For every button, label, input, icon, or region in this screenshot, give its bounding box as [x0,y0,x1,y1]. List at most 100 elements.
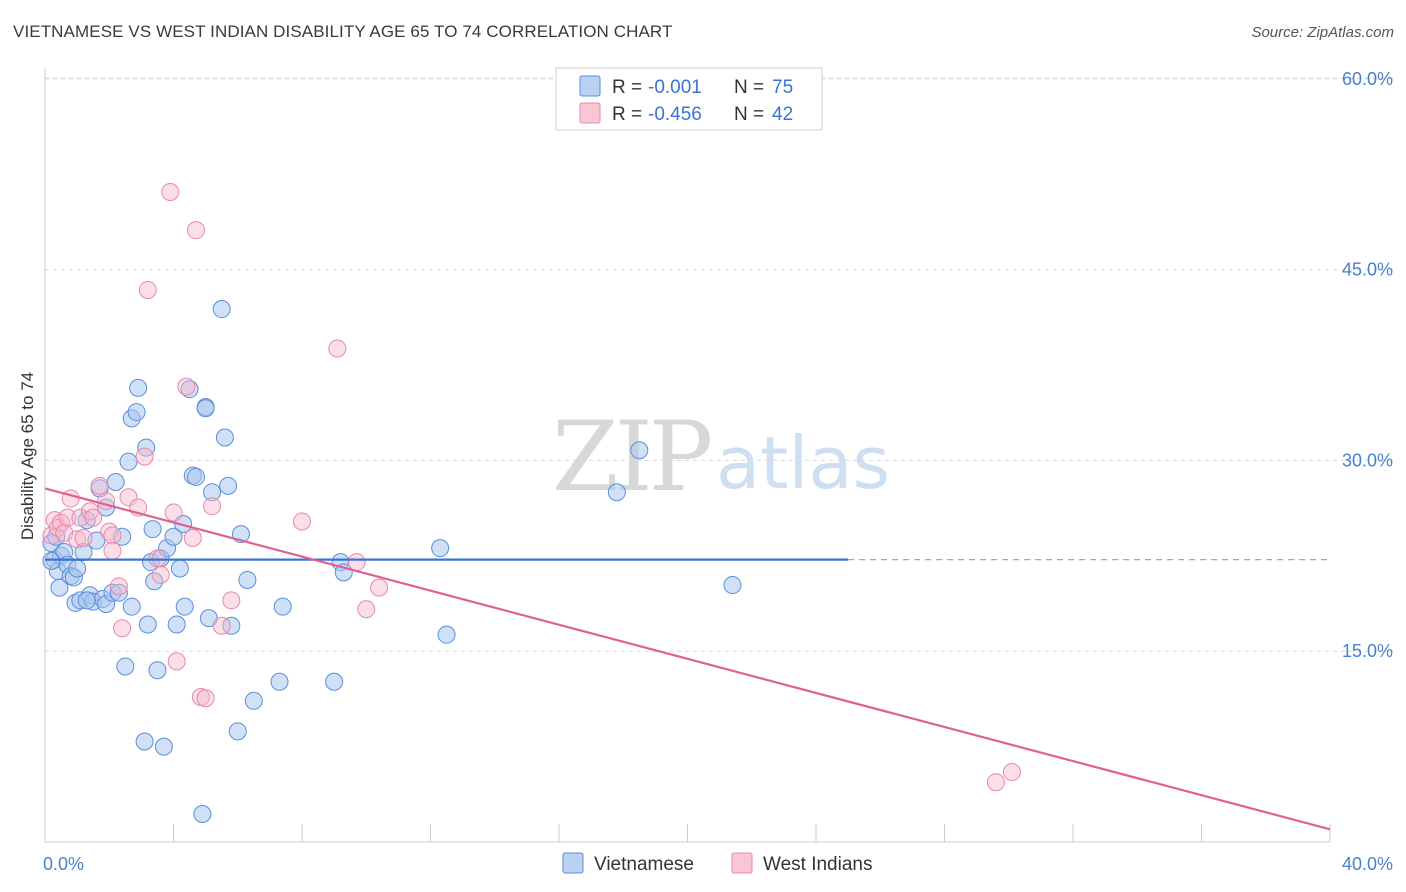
correlation-legend: R = -0.001 N = 75 R = -0.456 N = 42 [555,67,823,131]
legend-n-value-west-indians: 42 [772,104,793,125]
vietnamese-point [135,732,154,751]
axes [44,68,1331,843]
legend-swatch-vietnamese [579,75,601,97]
y-tick-label-30: 30.0% [1342,450,1393,470]
vietnamese-point [193,805,212,824]
vietnamese-point [148,661,167,680]
vietnamese-point [203,483,222,502]
west-indian-point [135,447,154,466]
west-indian-point [177,377,196,396]
bottom-legend-swatch-vietnamese [562,852,584,874]
west-indian-point [347,553,366,572]
west-indian-point [109,577,128,596]
bottom-legend-west-indians: West Indians [763,854,872,875]
west-indian-point [186,221,205,240]
vietnamese-point [175,597,194,616]
source-label: Source: ZipAtlas.com [1251,24,1394,41]
vietnamese-point [50,578,69,597]
y-tick-labels: 15.0% 30.0% 45.0% 60.0% [1342,69,1393,661]
vietnamese-point [138,615,157,634]
vietnamese-point [164,527,183,546]
vietnamese-point [137,438,156,457]
west-indian-point [113,619,132,638]
legend-n-value-vietnamese: 75 [772,77,793,98]
vietnamese-point [196,399,215,418]
west-indian-point [167,652,186,671]
vietnamese-point [119,452,138,471]
vietnamese-point [42,551,61,570]
legend-r-label-vietnamese: R = [612,77,642,98]
west-indian-point [293,512,311,531]
y-tick-label-60: 60.0% [1342,69,1393,89]
west-indian-points [42,183,1021,792]
legend-r-label-west-indians: R = [612,104,642,125]
west-indian-point [74,528,93,547]
watermark-atlas: atlas [716,421,890,505]
west-indian-point [84,508,103,527]
legend-n-label-west-indians: N = [734,104,764,125]
vietnamese-point [607,483,626,502]
vietnamese-point [270,672,289,691]
west-indian-point [138,280,157,299]
west-indian-point [164,503,183,522]
legend-n-label-vietnamese: N = [734,77,764,98]
vietnamese-point [170,559,189,578]
watermark-zip: ZIP [552,401,711,513]
vietnamese-point [212,300,231,319]
west-indian-point [328,339,347,358]
west-indian-trend-line [44,487,1331,831]
vietnamese-point [630,441,649,460]
west-indian-point [103,526,122,545]
vietnamese-point [431,539,450,558]
vietnamese-point [127,403,146,422]
vietnamese-point [143,520,162,539]
x-tick-labels: 0.0% 40.0% [43,854,1393,874]
vietnamese-point [122,597,141,616]
west-indian-point [222,591,241,610]
legend-r-value-vietnamese: -0.001 [648,77,702,98]
vietnamese-point [238,570,257,589]
west-indian-point [196,689,215,708]
west-indian-point [148,549,167,568]
west-indian-point [58,508,77,527]
west-indian-point [986,773,1005,792]
trend-lines [44,487,1331,831]
west-indian-point [103,541,122,560]
x-tick-label-min: 0.0% [43,854,84,874]
bottom-legend-vietnamese: Vietnamese [594,854,694,875]
vietnamese-point [145,572,164,591]
vietnamese-point [77,591,96,610]
west-indian-point [1002,763,1021,782]
west-indian-point [203,497,222,516]
west-indian-point [151,565,170,584]
vietnamese-point [106,473,125,492]
vietnamese-point [215,428,234,447]
west-indian-point [370,578,389,597]
vietnamese-point [167,615,186,634]
west-indian-point [71,508,90,527]
vietnamese-point [154,737,173,756]
vietnamese-point [723,576,742,595]
vietnamese-point [180,380,199,399]
series-legend: Vietnamese West Indians [562,852,872,875]
west-indian-point [90,476,109,495]
x-tick-label-max: 40.0% [1342,854,1393,874]
vietnamese-points [42,300,742,824]
y-tick-label-15: 15.0% [1342,641,1393,661]
vietnamese-point [228,722,247,741]
vietnamese-point [222,616,241,635]
vietnamese-point [437,625,456,644]
bottom-legend-swatch-west-indians [731,852,753,874]
west-indian-point [161,183,180,202]
west-indian-point [183,528,202,547]
vietnamese-point [68,559,87,578]
vietnamese-point [109,583,128,602]
west-indian-point [357,600,376,619]
vietnamese-point [219,476,238,495]
vietnamese-point [116,657,135,676]
west-indian-point [212,616,231,635]
y-tick-label-45: 45.0% [1342,260,1393,280]
vietnamese-point [273,597,292,616]
vietnamese-point [244,691,263,710]
